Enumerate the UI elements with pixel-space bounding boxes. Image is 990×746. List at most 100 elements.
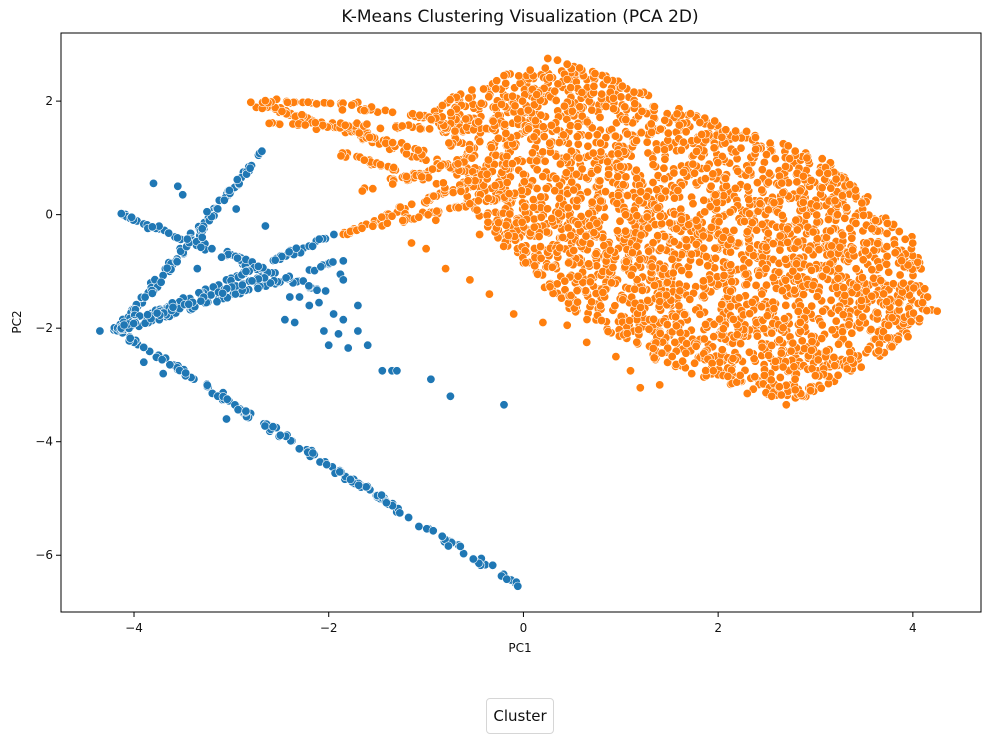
scatter-point xyxy=(761,264,771,274)
scatter-point xyxy=(555,159,565,169)
scatter-point xyxy=(710,253,720,263)
scatter-point xyxy=(541,183,551,193)
scatter-point xyxy=(290,317,300,327)
scatter-point xyxy=(595,176,605,186)
scatter-point xyxy=(253,283,263,293)
scatter-point xyxy=(674,120,684,130)
scatter-point xyxy=(488,116,498,126)
scatter-point xyxy=(903,260,913,270)
scatter-point xyxy=(233,253,243,263)
x-tick-label: −4 xyxy=(125,621,143,635)
scatter-point xyxy=(165,360,175,370)
scatter-point xyxy=(831,316,841,326)
scatter-point xyxy=(402,142,412,152)
scatter-point xyxy=(830,196,840,206)
scatter-point xyxy=(304,281,314,291)
scatter-point xyxy=(572,195,582,205)
scatter-point xyxy=(699,195,709,205)
scatter-point xyxy=(618,180,628,190)
scatter-point xyxy=(338,315,348,325)
scatter-point xyxy=(840,213,850,223)
scatter-point xyxy=(908,238,918,248)
scatter-point xyxy=(655,124,665,134)
scatter-point xyxy=(545,282,555,292)
scatter-point xyxy=(751,144,761,154)
scatter-point xyxy=(523,124,533,134)
scatter-point xyxy=(613,190,623,200)
scatter-point xyxy=(729,225,739,235)
scatter-point xyxy=(798,171,808,181)
scatter-point xyxy=(627,248,637,258)
scatter-point xyxy=(806,345,816,355)
scatter-point xyxy=(196,242,206,252)
scatter-point xyxy=(852,282,862,292)
scatter-point xyxy=(655,380,665,390)
scatter-point xyxy=(770,154,780,164)
scatter-point xyxy=(197,232,207,242)
scatter-point xyxy=(657,219,667,229)
scatter-point xyxy=(475,137,485,147)
scatter-point xyxy=(212,297,222,307)
scatter-point xyxy=(783,141,793,151)
scatter-point xyxy=(608,93,618,103)
scatter-point xyxy=(781,162,791,172)
scatter-point xyxy=(596,315,606,325)
scatter-point xyxy=(156,277,166,287)
scatter-point xyxy=(749,354,759,364)
scatter-point xyxy=(284,247,294,257)
scatter-point xyxy=(636,128,646,138)
scatter-point xyxy=(468,554,478,564)
scatter-point xyxy=(445,391,455,401)
scatter-point xyxy=(742,388,752,398)
scatter-point xyxy=(708,169,718,179)
scatter-point xyxy=(610,301,620,311)
scatter-point xyxy=(768,239,778,249)
scatter-point xyxy=(775,245,785,255)
scatter-point xyxy=(817,320,827,330)
scatter-point xyxy=(157,355,167,365)
scatter-point xyxy=(545,73,555,83)
scatter-point xyxy=(404,512,414,522)
scatter-point xyxy=(637,106,647,116)
scatter-point xyxy=(684,220,694,230)
scatter-point xyxy=(621,172,631,182)
scatter-point xyxy=(887,313,897,323)
scatter-point xyxy=(562,59,572,69)
scatter-point xyxy=(184,299,194,309)
scatter-point xyxy=(595,112,605,122)
scatter-point xyxy=(558,232,568,242)
scatter-point xyxy=(158,369,168,379)
scatter-point xyxy=(887,342,897,352)
scatter-point xyxy=(681,348,691,358)
scatter-point xyxy=(678,167,688,177)
scatter-point xyxy=(353,300,363,310)
scatter-point xyxy=(895,270,905,280)
y-tick-label: 0 xyxy=(45,208,53,222)
scatter-point xyxy=(585,277,595,287)
scatter-point xyxy=(499,71,509,81)
scatter-point xyxy=(733,166,743,176)
scatter-point xyxy=(147,288,157,298)
scatter-point xyxy=(878,327,888,337)
scatter-point xyxy=(752,225,762,235)
scatter-point xyxy=(845,180,855,190)
scatter-point xyxy=(812,201,822,211)
scatter-point xyxy=(319,326,329,336)
scatter-point xyxy=(700,174,710,184)
scatter-point xyxy=(748,251,758,261)
scatter-point xyxy=(207,244,217,254)
scatter-point xyxy=(560,285,570,295)
scatter-point xyxy=(759,370,769,380)
scatter-point xyxy=(677,215,687,225)
scatter-point xyxy=(735,370,745,380)
scatter-point xyxy=(744,195,754,205)
scatter-point xyxy=(280,315,290,325)
scatter-point xyxy=(542,204,552,214)
scatter-point xyxy=(482,169,492,179)
scatter-point xyxy=(814,245,824,255)
scatter-point xyxy=(328,257,338,267)
scatter-point xyxy=(634,325,644,335)
scatter-point xyxy=(316,262,326,272)
scatter-point xyxy=(359,155,369,165)
scatter-point xyxy=(343,343,353,353)
